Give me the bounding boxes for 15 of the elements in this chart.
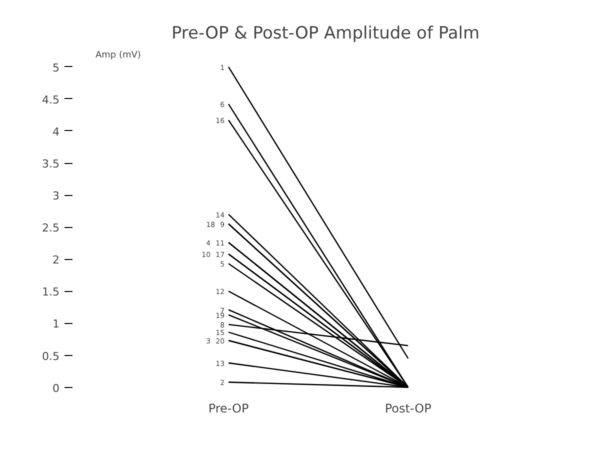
y-tick-label: 0.5 — [42, 350, 60, 363]
x-tick-label: Post-OP — [384, 402, 432, 416]
y-tick-label: 4 — [52, 125, 60, 138]
x-tick-label: Pre-OP — [208, 402, 249, 416]
y-tick-label: 0 — [52, 382, 60, 395]
y-axis-title: Amp (mV) — [96, 50, 141, 60]
y-tick-label: 1.5 — [42, 286, 60, 299]
y-tick-label: 1 — [52, 318, 60, 331]
y-tick-label: 5 — [52, 61, 60, 74]
y-tick-label: 2.5 — [42, 222, 60, 235]
y-tick-label: 3 — [52, 190, 60, 203]
y-tick-label: 3.5 — [42, 158, 60, 171]
y-tick-label: 4.5 — [42, 93, 60, 106]
chart-title: Pre-OP & Post-OP Amplitude of Palm — [171, 24, 480, 44]
y-tick-label: 2 — [52, 254, 60, 267]
